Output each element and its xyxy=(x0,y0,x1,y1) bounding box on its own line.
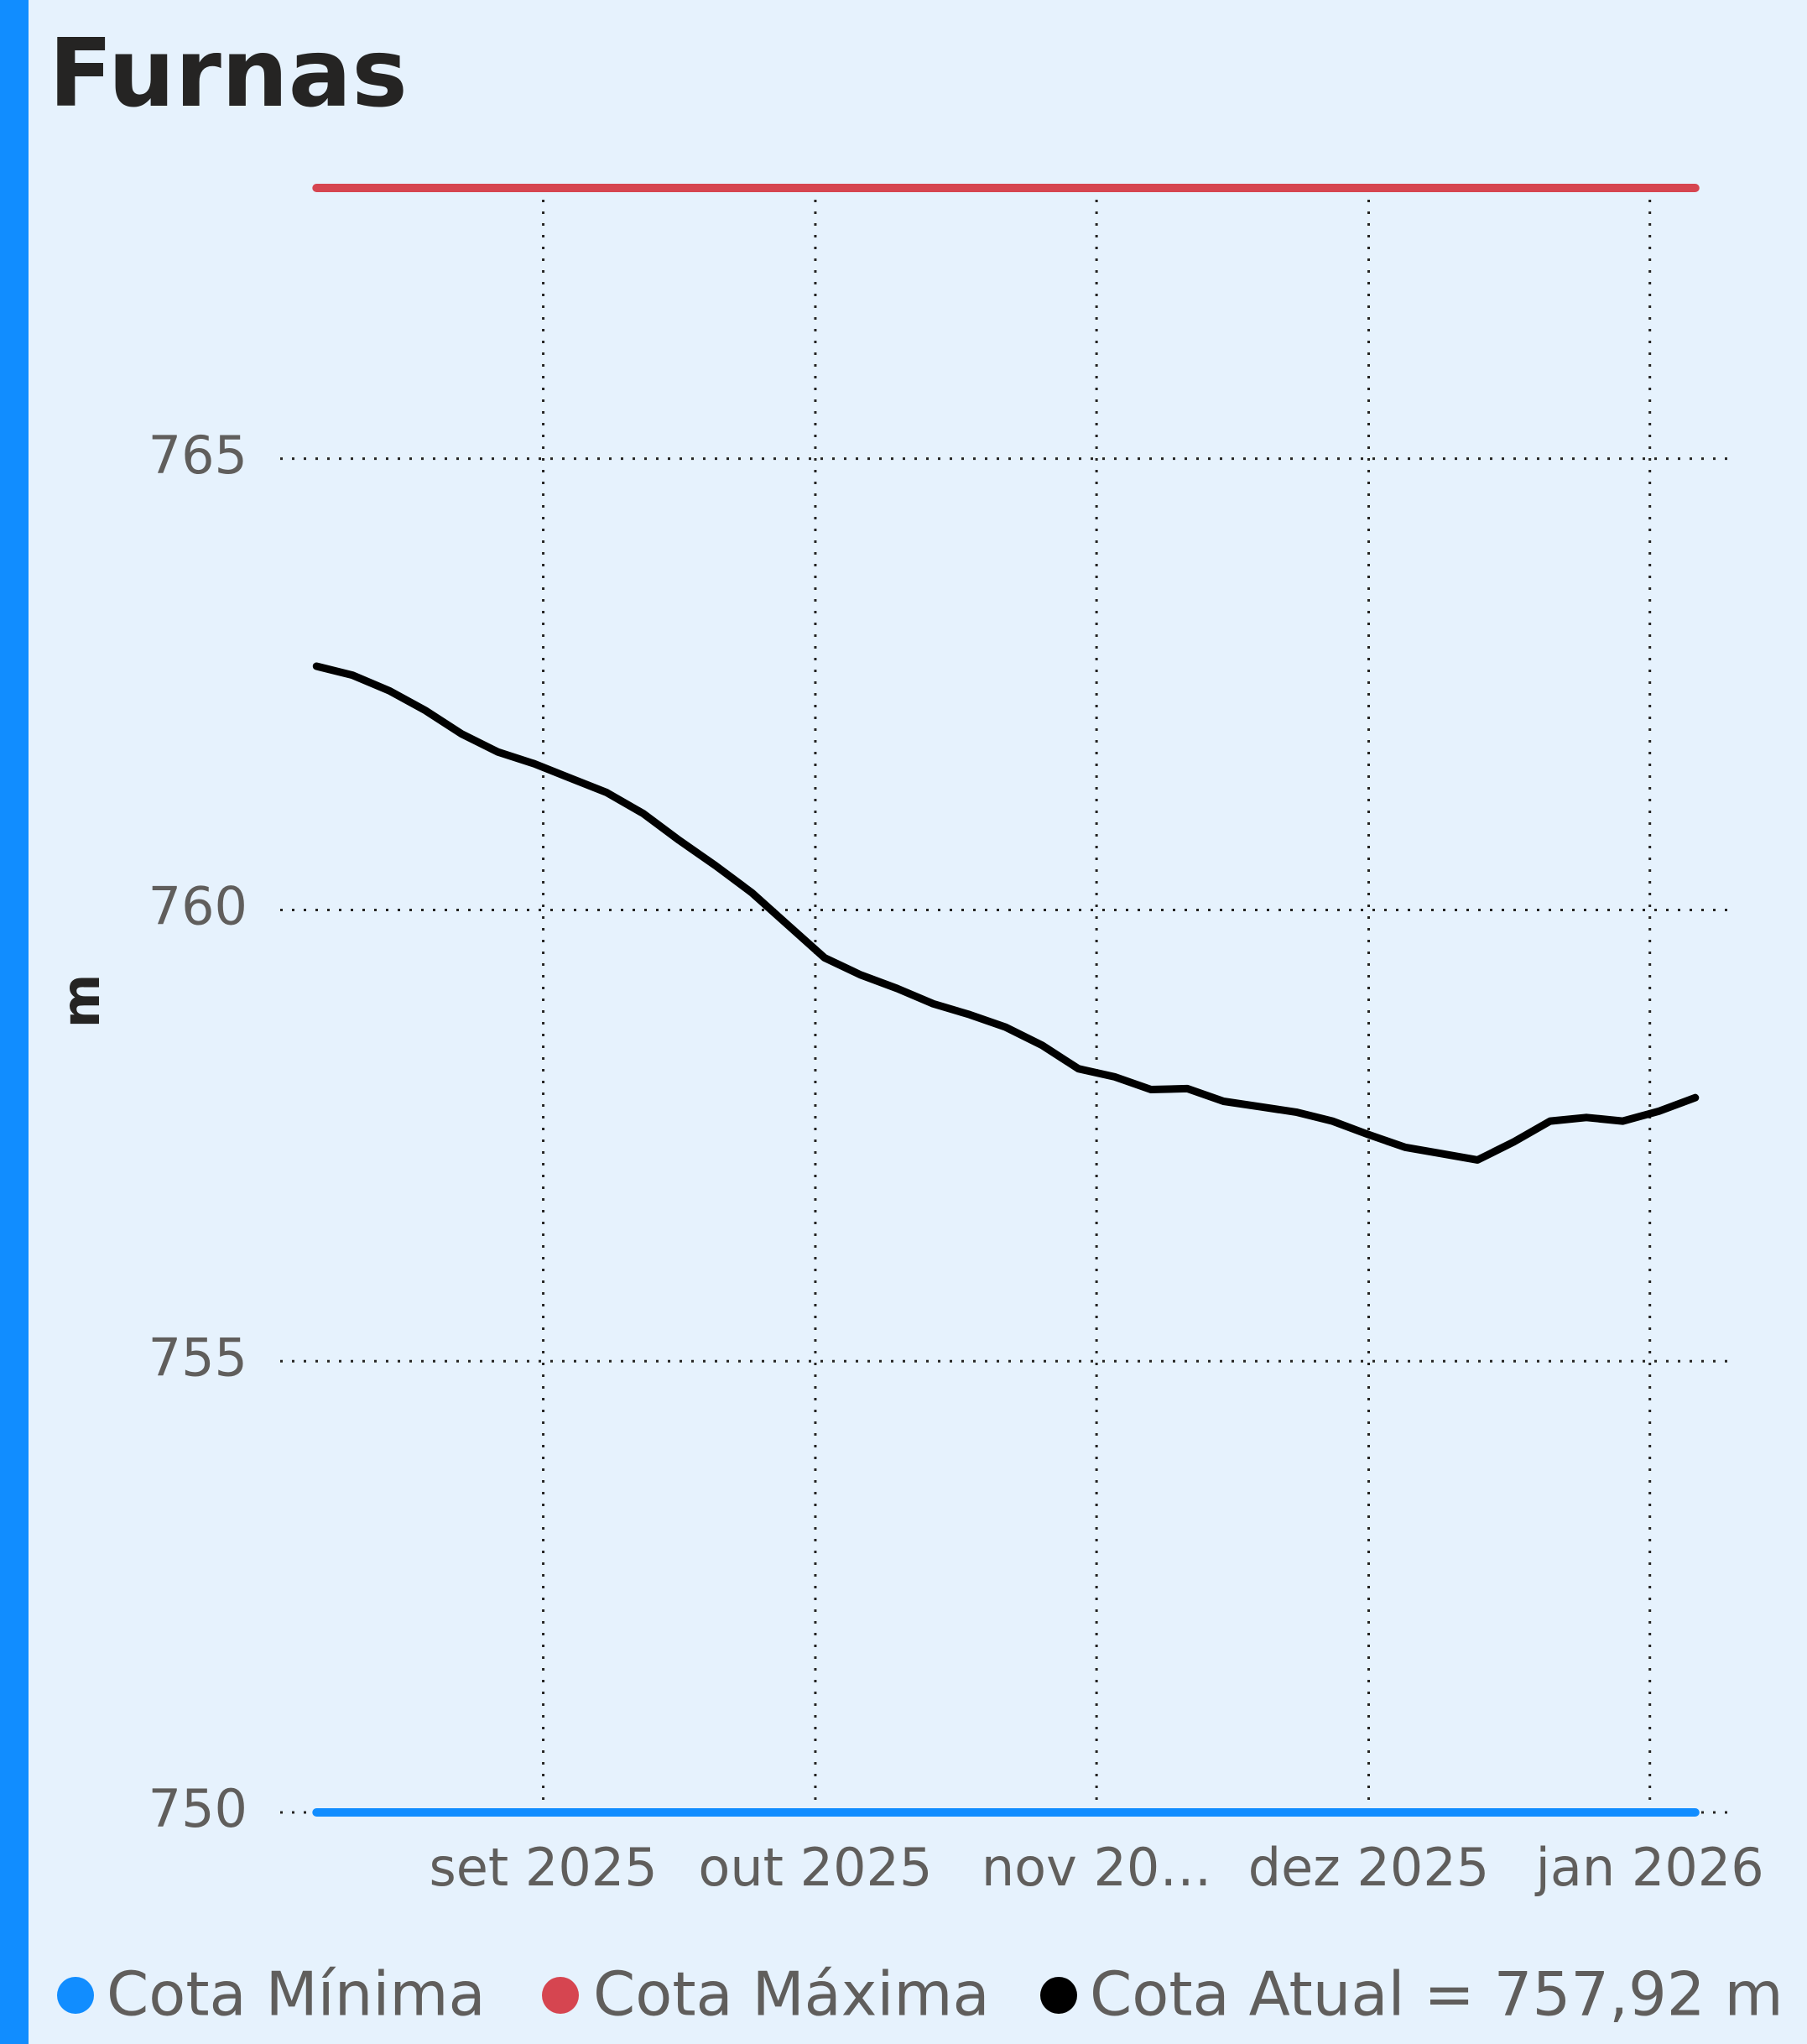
legend-label: Cota Atual = 757,92 m xyxy=(1090,1959,1784,2030)
x-tick-label: out 2025 xyxy=(698,1837,932,1898)
legend-label: Cota Mínima xyxy=(107,1959,486,2030)
y-axis-label: m xyxy=(50,974,112,1029)
legend-label: Cota Máxima xyxy=(593,1959,990,2030)
x-tick-label: nov 20… xyxy=(982,1837,1212,1898)
accent-bar xyxy=(0,0,29,2044)
y-tick-label: 755 xyxy=(148,1327,247,1388)
data-line xyxy=(312,662,1700,1164)
y-tick-label: 760 xyxy=(148,876,247,937)
x-tick-label: set 2025 xyxy=(429,1837,657,1898)
x-tick-label: dez 2025 xyxy=(1248,1837,1490,1898)
y-tick-label: 750 xyxy=(148,1778,247,1839)
legend-marker xyxy=(1040,1977,1077,2014)
x-tick-label: jan 2026 xyxy=(1534,1837,1764,1898)
legend-marker xyxy=(542,1977,579,2014)
legend-marker xyxy=(57,1977,94,2014)
chart-title: Furnas xyxy=(49,19,408,128)
y-tick-label: 765 xyxy=(148,425,247,486)
